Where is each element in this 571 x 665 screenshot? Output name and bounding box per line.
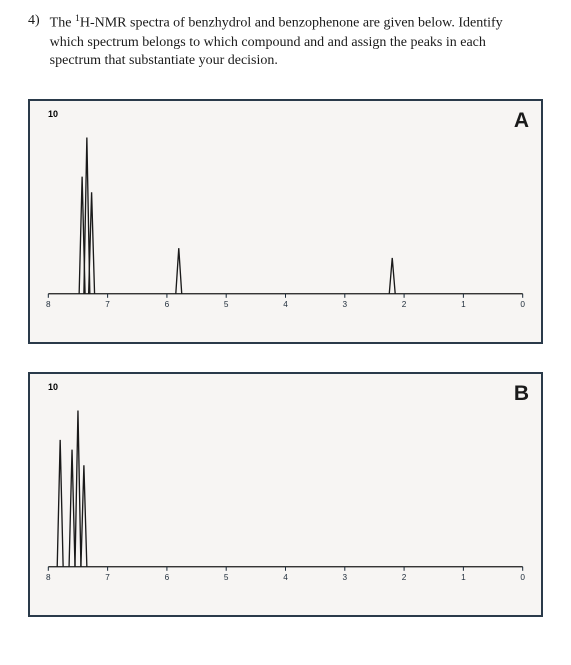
svg-text:3: 3 xyxy=(343,573,348,582)
svg-text:7: 7 xyxy=(105,300,110,309)
svg-text:0: 0 xyxy=(520,300,525,309)
svg-text:2: 2 xyxy=(402,300,407,309)
svg-text:6: 6 xyxy=(165,573,170,582)
svg-text:8: 8 xyxy=(46,300,51,309)
svg-text:1: 1 xyxy=(461,300,466,309)
spectrum-a-ylabel: 10 xyxy=(48,109,58,119)
spectrum-a-plot: 8 7 6 5 4 3 2 1 0 xyxy=(38,125,533,326)
question-text: The 1H-NMR spectra of benzhydrol and ben… xyxy=(50,12,510,71)
spectrum-b-plot: 8 7 6 5 4 3 2 1 0 xyxy=(38,398,533,599)
spectrum-b-ylabel: 10 xyxy=(48,382,58,392)
svg-text:1: 1 xyxy=(461,573,466,582)
svg-text:4: 4 xyxy=(283,300,288,309)
svg-text:4: 4 xyxy=(283,573,288,582)
svg-text:8: 8 xyxy=(46,573,51,582)
spectrum-b-box: 10 B 876543210 xyxy=(28,372,543,617)
svg-text:6: 6 xyxy=(165,300,170,309)
svg-text:5: 5 xyxy=(224,300,229,309)
question-block: 4) The 1H-NMR spectra of benzhydrol and … xyxy=(28,12,543,71)
svg-text:7: 7 xyxy=(105,573,110,582)
spectrum-a-box: 10 A 876543210 xyxy=(28,99,543,344)
svg-text:2: 2 xyxy=(402,573,407,582)
question-number: 4) xyxy=(28,12,40,71)
svg-text:0: 0 xyxy=(520,573,525,582)
svg-text:3: 3 xyxy=(343,300,348,309)
svg-text:5: 5 xyxy=(224,573,229,582)
